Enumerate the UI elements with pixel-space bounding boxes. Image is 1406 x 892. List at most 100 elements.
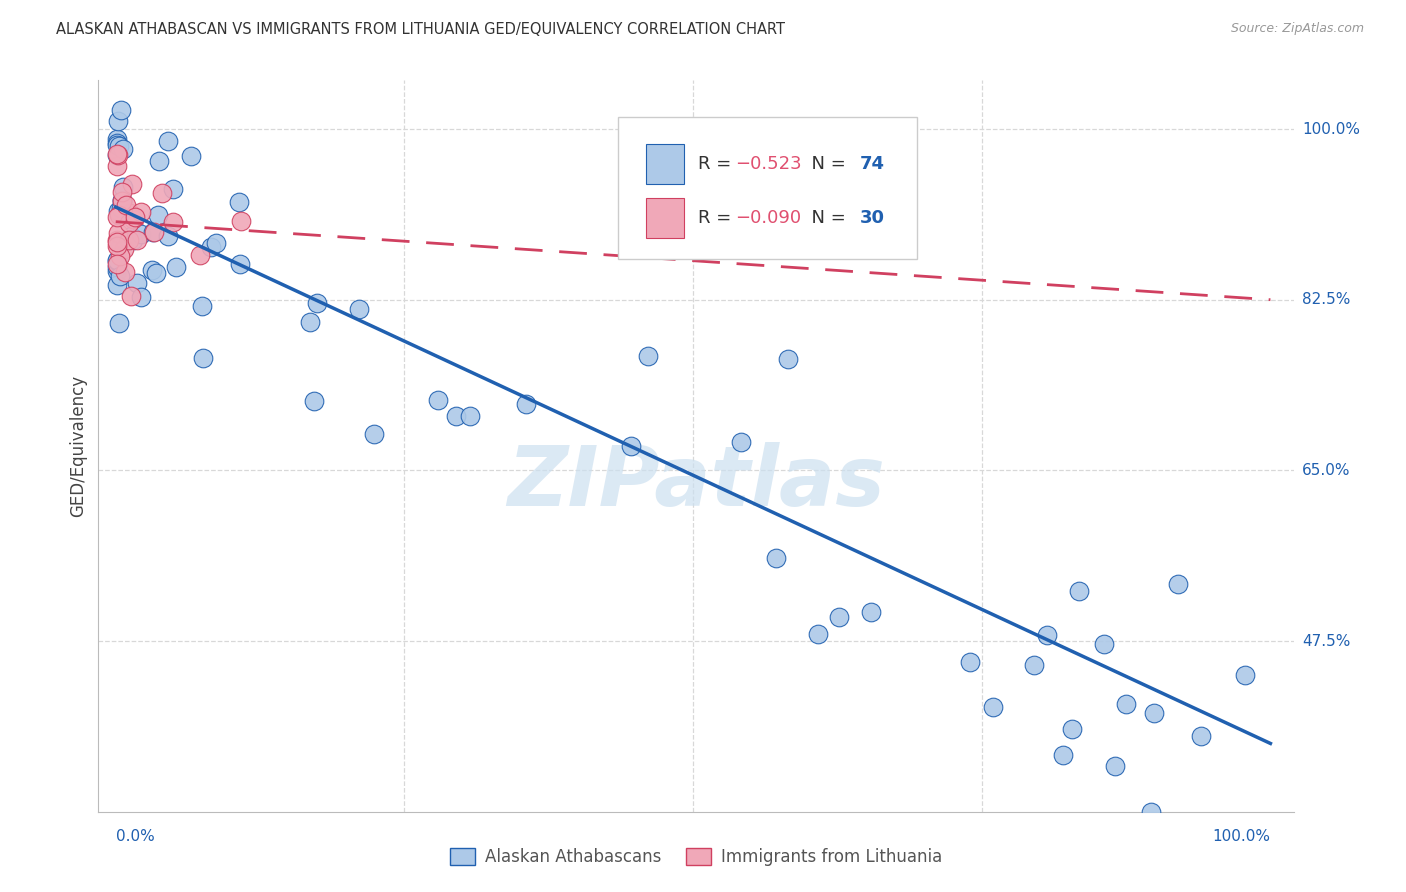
Point bbox=[188, 248, 211, 262]
Point bbox=[111, 193, 134, 207]
Point bbox=[105, 148, 128, 162]
Point bbox=[129, 205, 152, 219]
Point bbox=[118, 233, 141, 247]
Point bbox=[122, 233, 145, 247]
Point bbox=[778, 352, 800, 367]
Point bbox=[105, 136, 128, 151]
Text: N =: N = bbox=[800, 209, 852, 227]
Point bbox=[105, 131, 128, 145]
Point bbox=[118, 216, 141, 230]
Point bbox=[1104, 758, 1126, 772]
Text: ALASKAN ATHABASCAN VS IMMIGRANTS FROM LITHUANIA GED/EQUIVALENCY CORRELATION CHAR: ALASKAN ATHABASCAN VS IMMIGRANTS FROM LI… bbox=[56, 22, 785, 37]
Text: 100.0%: 100.0% bbox=[1302, 121, 1360, 136]
Point bbox=[446, 409, 468, 423]
Point bbox=[105, 239, 128, 253]
Point bbox=[165, 260, 187, 275]
FancyBboxPatch shape bbox=[619, 117, 917, 260]
Point bbox=[124, 211, 146, 225]
Point bbox=[114, 197, 136, 211]
Point bbox=[111, 194, 134, 208]
Point bbox=[108, 316, 131, 330]
Point bbox=[1167, 577, 1189, 591]
Point bbox=[1115, 697, 1137, 711]
Text: 100.0%: 100.0% bbox=[1212, 830, 1271, 844]
Point bbox=[1189, 729, 1212, 743]
Point bbox=[107, 204, 129, 219]
Point bbox=[1092, 637, 1115, 651]
Point bbox=[145, 266, 167, 280]
Text: Source: ZipAtlas.com: Source: ZipAtlas.com bbox=[1230, 22, 1364, 36]
Point bbox=[191, 299, 214, 313]
Point bbox=[105, 235, 128, 250]
Point bbox=[148, 154, 170, 169]
Point bbox=[125, 233, 148, 247]
Text: 30: 30 bbox=[859, 209, 884, 227]
Point bbox=[191, 351, 214, 365]
Point bbox=[105, 210, 128, 224]
Point bbox=[108, 239, 131, 253]
Point bbox=[1233, 667, 1256, 681]
Point bbox=[110, 268, 132, 283]
Point bbox=[105, 257, 128, 271]
Point bbox=[204, 236, 226, 251]
Point bbox=[1036, 628, 1059, 642]
Point bbox=[111, 194, 134, 208]
Point bbox=[107, 208, 129, 222]
Point bbox=[120, 229, 142, 244]
Point bbox=[859, 605, 882, 619]
Text: 65.0%: 65.0% bbox=[1302, 463, 1350, 478]
Point bbox=[228, 195, 250, 210]
Point bbox=[129, 227, 152, 241]
Point bbox=[112, 242, 135, 256]
Point bbox=[105, 260, 128, 274]
Point bbox=[105, 146, 128, 161]
Point bbox=[1069, 583, 1091, 598]
Point bbox=[458, 409, 481, 423]
Point bbox=[200, 240, 222, 254]
FancyBboxPatch shape bbox=[645, 198, 685, 238]
Point bbox=[122, 211, 145, 226]
Point bbox=[162, 215, 184, 229]
Point bbox=[111, 186, 134, 200]
Point bbox=[105, 159, 128, 173]
Point bbox=[105, 277, 128, 292]
Point bbox=[146, 209, 169, 223]
Text: 47.5%: 47.5% bbox=[1302, 633, 1350, 648]
Point bbox=[1052, 747, 1074, 762]
Point bbox=[827, 610, 849, 624]
Point bbox=[180, 149, 202, 163]
FancyBboxPatch shape bbox=[645, 144, 685, 184]
Point bbox=[981, 700, 1004, 714]
Point bbox=[363, 427, 385, 442]
Point bbox=[105, 233, 128, 247]
Point bbox=[121, 177, 143, 191]
Point bbox=[150, 186, 173, 200]
Point bbox=[107, 227, 129, 241]
Text: R =: R = bbox=[699, 155, 737, 173]
Text: ZIPatlas: ZIPatlas bbox=[508, 442, 884, 523]
Point bbox=[142, 225, 165, 239]
Point bbox=[304, 393, 326, 408]
Point bbox=[141, 263, 163, 277]
Point bbox=[959, 655, 981, 669]
Text: −0.523: −0.523 bbox=[735, 155, 801, 173]
Point bbox=[125, 276, 148, 290]
Text: −0.090: −0.090 bbox=[735, 209, 801, 227]
Point bbox=[105, 137, 128, 152]
Point bbox=[231, 214, 253, 228]
Point bbox=[105, 264, 128, 278]
Y-axis label: GED/Equivalency: GED/Equivalency bbox=[69, 375, 87, 517]
Text: N =: N = bbox=[800, 155, 852, 173]
Text: R =: R = bbox=[699, 209, 737, 227]
Text: 0.0%: 0.0% bbox=[115, 830, 155, 844]
Point bbox=[157, 229, 180, 244]
Point bbox=[299, 315, 322, 329]
Point bbox=[307, 296, 329, 310]
Point bbox=[730, 434, 752, 449]
Point bbox=[347, 301, 370, 316]
Point bbox=[162, 182, 184, 196]
Text: 74: 74 bbox=[859, 155, 884, 173]
Point bbox=[515, 397, 537, 411]
Text: 82.5%: 82.5% bbox=[1302, 293, 1350, 307]
Point bbox=[157, 134, 180, 148]
